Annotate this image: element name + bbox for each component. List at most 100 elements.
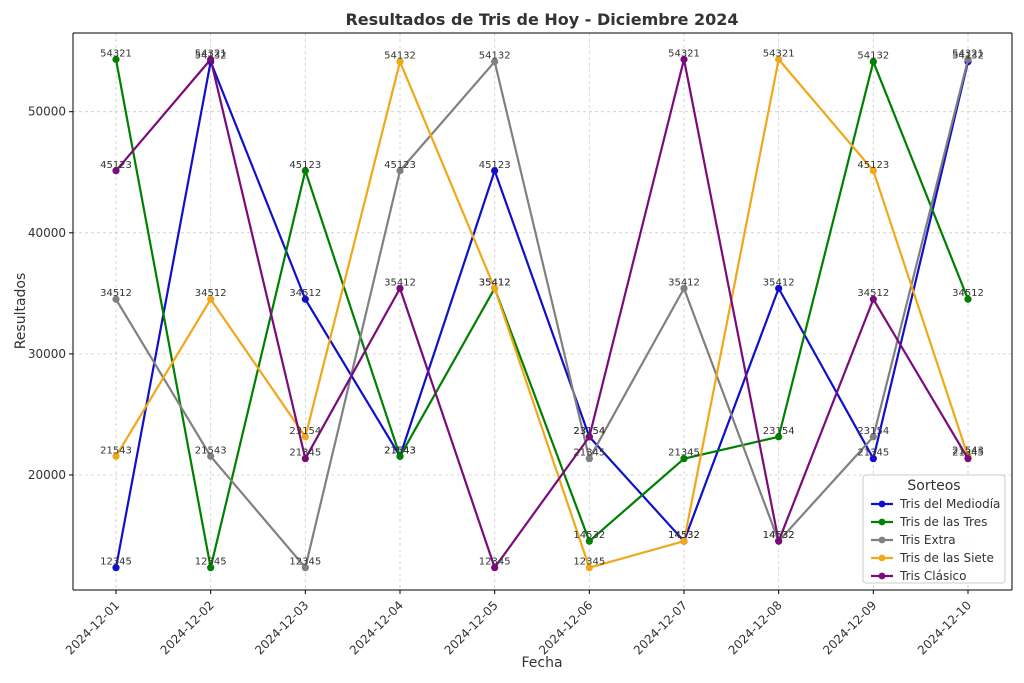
series-4-point xyxy=(112,452,120,460)
series-5-data-label: 54321 xyxy=(195,48,227,59)
y-tick-label: 30000 xyxy=(28,347,66,361)
legend-entry-label: Tris Extra xyxy=(899,533,956,547)
series-5-data-label: 54321 xyxy=(668,48,700,59)
y-tick-label: 40000 xyxy=(28,226,66,240)
series-5-data-label: 34512 xyxy=(857,288,889,299)
series-4-data-label: 54321 xyxy=(763,48,795,59)
x-tick-label: 2024-12-10 xyxy=(915,598,974,657)
series-5-point xyxy=(112,167,120,175)
y-tick-label: 50000 xyxy=(28,105,66,119)
series-4-data-label: 21543 xyxy=(100,445,132,456)
series-2-line xyxy=(114,59,970,569)
series-4-point xyxy=(869,167,877,175)
legend-box xyxy=(862,474,1006,584)
x-axis-label: Fecha xyxy=(521,655,562,671)
series-2-point xyxy=(396,452,404,460)
series-4-data-label: 54132 xyxy=(384,51,416,62)
series-5-data-label: 12345 xyxy=(479,557,511,568)
series-1-data-label: 23154 xyxy=(573,426,605,437)
legend-marker xyxy=(878,572,886,580)
series-1-data-label: 45123 xyxy=(479,160,511,171)
series-3-point xyxy=(396,167,404,175)
series-4-point xyxy=(491,284,499,292)
series-1-point xyxy=(491,167,499,175)
series-3-data-label: 14532 xyxy=(763,530,795,541)
series-1-point xyxy=(869,455,877,463)
legend-title: Sorteos xyxy=(907,478,960,494)
series-3-data-label: 12345 xyxy=(289,557,321,568)
series-5-data-label: 14532 xyxy=(763,530,795,541)
legend-marker xyxy=(878,554,886,562)
legend-marker xyxy=(878,518,886,526)
series-2-data-label: 21345 xyxy=(668,448,700,459)
series-3-data-label: 21543 xyxy=(195,445,227,456)
series-3-line xyxy=(115,59,970,569)
series-3-data-label: 34512 xyxy=(100,288,132,299)
series-4-data-label: 21543 xyxy=(952,445,984,456)
series-layer xyxy=(112,55,972,572)
series-1-point xyxy=(775,284,783,292)
series-5-point xyxy=(491,564,499,572)
series-3-data-label: 45123 xyxy=(384,160,416,171)
legend-entry-label: Tris del Mediodía xyxy=(899,497,1000,511)
series-4-point xyxy=(775,55,783,63)
series-2-data-label: 45123 xyxy=(289,160,321,171)
series-5-point xyxy=(964,455,972,463)
series-2-data-label: 12345 xyxy=(195,557,227,568)
series-4-data-label: 12345 xyxy=(573,557,605,568)
series-4-point xyxy=(207,295,215,303)
series-1-data-label: 21543 xyxy=(384,445,416,456)
series-2-point xyxy=(869,58,877,66)
series-3-point xyxy=(585,455,593,463)
series-3-point xyxy=(491,58,499,66)
series-3-point xyxy=(869,433,877,441)
legend-entry-label: Tris Clásico xyxy=(899,569,967,583)
series-5-data-label: 45123 xyxy=(100,160,132,171)
series-5-point xyxy=(301,455,309,463)
series-1-point xyxy=(301,295,309,303)
x-tick-label: 2024-12-01 xyxy=(63,598,122,657)
series-5-line xyxy=(115,58,969,569)
x-tick-label: 2024-12-09 xyxy=(820,598,879,657)
series-2-point xyxy=(112,55,120,63)
series-1-data-label: 14532 xyxy=(668,530,700,541)
series-5-point xyxy=(775,537,783,545)
series-5-data-label: 23154 xyxy=(573,426,605,437)
y-axis-label: Resultados xyxy=(13,273,29,350)
x-tick-label: 2024-12-05 xyxy=(442,598,501,657)
series-2-data-label: 54321 xyxy=(100,48,132,59)
y-tick-label: 20000 xyxy=(28,468,66,482)
series-3-data-label: 35412 xyxy=(668,277,700,288)
series-2-data-label: 14532 xyxy=(573,530,605,541)
series-5-data-label: 21345 xyxy=(952,448,984,459)
series-3-point xyxy=(112,295,120,303)
series-1-data-label: 21345 xyxy=(857,448,889,459)
series-3-data-label: 54132 xyxy=(479,51,511,62)
series-4-point xyxy=(680,537,688,545)
x-tick-label: 2024-12-06 xyxy=(536,598,595,657)
series-1-point xyxy=(112,564,120,572)
series-2-data-label: 21543 xyxy=(384,445,416,456)
series-4-point xyxy=(396,58,404,66)
series-3-point xyxy=(207,452,215,460)
series-1-data-label: 34512 xyxy=(289,288,321,299)
series-2-data-label: 54132 xyxy=(857,51,889,62)
series-3-data-label: 23154 xyxy=(857,426,889,437)
series-5-point xyxy=(396,284,404,292)
series-4-line xyxy=(115,58,970,569)
series-1-line xyxy=(114,60,970,568)
series-4-data-label: 34512 xyxy=(195,288,227,299)
series-2-data-label: 35412 xyxy=(479,277,511,288)
series-3-data-label: 54321 xyxy=(952,48,984,59)
series-1-data-label: 54132 xyxy=(952,51,984,62)
series-1-data-label: 12345 xyxy=(100,557,132,568)
series-4-data-label: 23154 xyxy=(289,426,321,437)
data-labels-layer: 12345 54132 34512 21543 45123 23154 14532 35412… xyxy=(100,48,984,567)
legend-entry-label: Tris de las Siete xyxy=(899,551,994,565)
series-5-point xyxy=(869,295,877,303)
series-2-point xyxy=(301,167,309,175)
series-5-point xyxy=(585,433,593,441)
legend-marker xyxy=(878,536,886,544)
legend-marker xyxy=(878,500,886,508)
